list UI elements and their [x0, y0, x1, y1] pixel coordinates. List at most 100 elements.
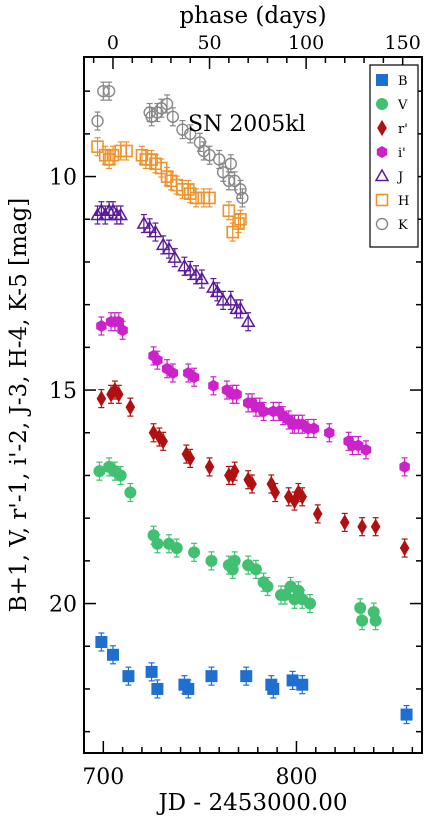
data-point — [354, 601, 367, 614]
data-point — [303, 597, 316, 610]
data-point — [360, 443, 372, 456]
data-point — [369, 614, 382, 627]
data-point — [240, 670, 253, 683]
data-point — [151, 682, 164, 695]
data-point — [296, 678, 309, 691]
data-point — [261, 580, 274, 593]
series-rprime — [96, 380, 410, 558]
y-tick-label: 15 — [49, 379, 77, 404]
data-point — [158, 433, 168, 450]
data-point — [185, 450, 196, 467]
data-point — [110, 381, 120, 399]
data-point — [167, 250, 183, 263]
data-point — [204, 458, 215, 476]
data-point — [249, 563, 262, 576]
legend-label: r' — [398, 122, 408, 137]
legend: BVr' i' JHK — [369, 64, 419, 248]
series-J — [90, 201, 256, 332]
data-point — [114, 469, 127, 482]
data-point — [167, 366, 179, 379]
legend-marker — [376, 146, 388, 158]
data-point — [184, 127, 197, 141]
data-point — [155, 237, 171, 251]
data-point — [297, 488, 308, 505]
phase-tick-label: 150 — [385, 32, 421, 54]
axis-tick-labels: 700 800 0 50 100 150 10 15 20 — [49, 32, 421, 790]
data-point — [177, 258, 192, 272]
data-point — [182, 682, 195, 695]
data-point — [258, 405, 269, 418]
data-point — [324, 426, 335, 439]
data-point — [106, 386, 116, 403]
data-point — [122, 670, 135, 683]
y-tick-label: 10 — [49, 166, 77, 191]
data-point — [113, 207, 128, 221]
data-point — [117, 324, 128, 337]
data-point — [312, 505, 323, 522]
data-point — [240, 314, 256, 327]
legend-label: B — [398, 74, 408, 89]
axis-ticks — [83, 57, 423, 753]
data-point — [188, 267, 204, 281]
legend-label: J — [396, 170, 403, 185]
data-point — [247, 475, 257, 493]
phase-tick-label: 100 — [288, 32, 324, 54]
data-point — [95, 635, 108, 648]
data-point — [181, 446, 192, 463]
data-point — [160, 170, 174, 183]
data-point — [236, 191, 249, 205]
data-point — [93, 465, 106, 478]
data-point — [270, 484, 281, 501]
data-point — [152, 354, 163, 367]
y-tick-label: 20 — [49, 593, 77, 618]
series-V — [93, 457, 382, 631]
data-point — [194, 271, 210, 285]
data-point — [266, 475, 277, 493]
data-point — [151, 537, 164, 550]
legend-marker — [377, 119, 387, 137]
data-point — [148, 224, 163, 238]
data-point — [212, 153, 226, 166]
y-axis-label: B+1, V, r'-1, i'-2, J-3, H-4, K-5 [mag] — [6, 198, 32, 612]
data-point — [148, 424, 159, 441]
data-point — [135, 148, 149, 162]
series-H — [91, 137, 247, 242]
legend-marker — [375, 217, 389, 231]
data-point — [160, 97, 174, 111]
data-point — [106, 148, 120, 162]
data-point — [124, 486, 137, 499]
data-point — [182, 262, 198, 276]
data-point — [145, 153, 158, 166]
data-point — [224, 157, 237, 170]
data-point — [233, 301, 248, 315]
data-point — [90, 207, 105, 221]
data-point — [98, 148, 112, 162]
legend-marker — [375, 193, 389, 207]
data-point — [215, 292, 231, 306]
data-point — [102, 153, 116, 166]
data-point — [203, 191, 216, 205]
legend-marker — [376, 98, 388, 110]
x-tick-label: 800 — [275, 765, 317, 790]
chart-annotation: SN 2005kl — [188, 112, 306, 137]
data-point — [231, 388, 242, 401]
legend-box — [369, 64, 419, 248]
data-point — [399, 460, 410, 473]
data-point — [96, 390, 107, 407]
legend-marker — [374, 168, 390, 182]
series-iprime — [96, 312, 410, 477]
data-points — [90, 81, 413, 725]
phase-tick-label: 50 — [197, 32, 221, 54]
legend-label: i' — [398, 146, 406, 161]
data-point — [142, 220, 157, 234]
data-point — [113, 315, 124, 328]
data-point — [166, 110, 180, 123]
data-point — [208, 379, 219, 392]
data-point — [102, 84, 116, 98]
data-point — [399, 539, 410, 557]
x-tick-label: 700 — [82, 765, 124, 790]
series-B — [95, 632, 413, 725]
data-point — [205, 670, 218, 683]
legend-label: K — [398, 218, 408, 233]
